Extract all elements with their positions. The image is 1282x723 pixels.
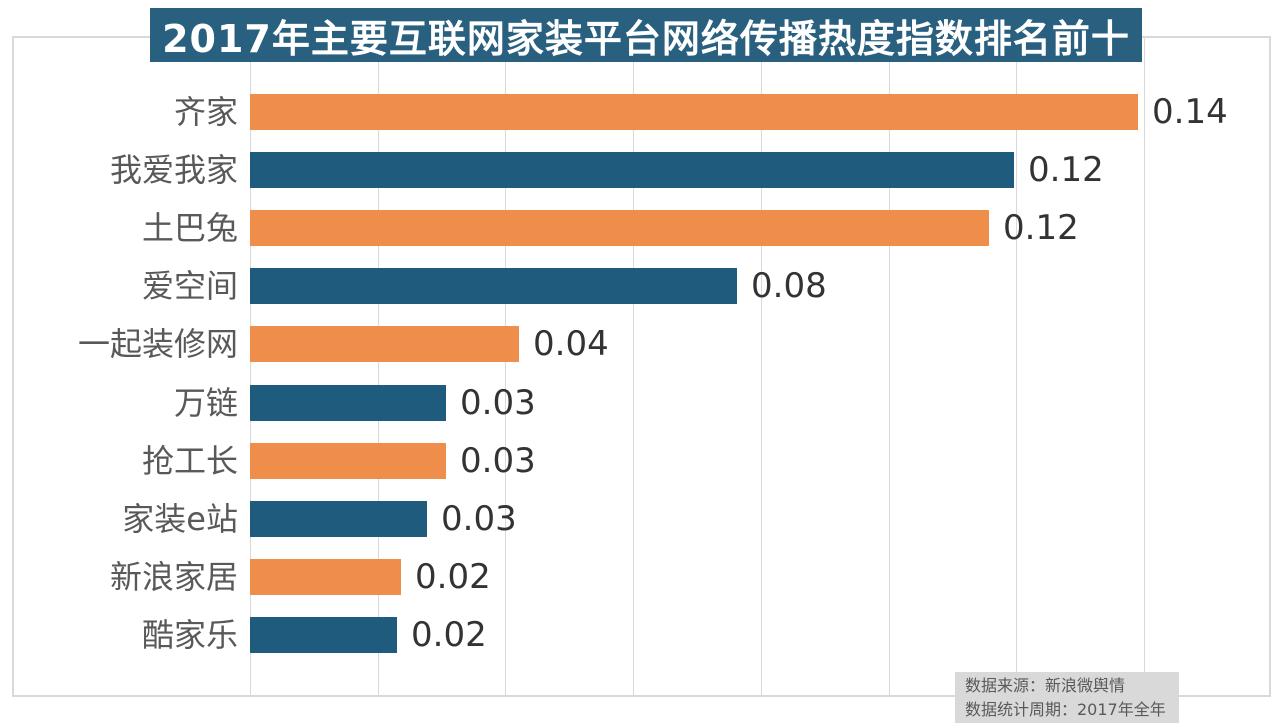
category-label: 家装e站 bbox=[122, 499, 238, 538]
value-label: 0.12 bbox=[1028, 150, 1104, 191]
gridline bbox=[1016, 36, 1018, 695]
bar bbox=[250, 616, 397, 653]
bar bbox=[250, 94, 1138, 130]
bar bbox=[250, 152, 1014, 189]
category-label: 万链 bbox=[173, 383, 238, 422]
value-label: 0.02 bbox=[415, 556, 491, 597]
chart-frame bbox=[12, 36, 1271, 697]
category-label: 爱空间 bbox=[141, 267, 238, 306]
category-label: 齐家 bbox=[173, 93, 238, 131]
category-label: 土巴兔 bbox=[141, 209, 238, 248]
category-label: 一起装修网 bbox=[77, 325, 238, 364]
bar bbox=[250, 210, 989, 247]
gridline bbox=[633, 36, 635, 695]
value-label: 0.03 bbox=[460, 440, 536, 481]
category-label: 我爱我家 bbox=[109, 151, 238, 190]
value-label: 0.08 bbox=[751, 266, 827, 307]
category-label: 酷家乐 bbox=[141, 615, 238, 654]
bar bbox=[250, 442, 446, 479]
bar bbox=[250, 326, 519, 363]
bar bbox=[250, 500, 427, 537]
value-label: 0.03 bbox=[441, 498, 517, 539]
category-label: 新浪家居 bbox=[109, 557, 238, 596]
value-label: 0.12 bbox=[1003, 208, 1079, 249]
gridline bbox=[377, 36, 379, 695]
value-label: 0.14 bbox=[1152, 92, 1228, 132]
gridline bbox=[1143, 36, 1145, 695]
category-label: 抢工长 bbox=[141, 441, 238, 480]
period-line: 数据统计周期：2017年全年 bbox=[965, 700, 1166, 719]
gridline bbox=[250, 36, 251, 695]
gridline bbox=[760, 36, 762, 695]
value-label: 0.02 bbox=[411, 614, 487, 655]
bar bbox=[250, 268, 737, 305]
chart-title: 2017年主要互联网家装平台网络传播热度指数排名前十 bbox=[150, 8, 1142, 62]
value-label: 0.03 bbox=[460, 382, 536, 423]
bar bbox=[250, 384, 446, 421]
gridline bbox=[888, 36, 890, 695]
value-label: 0.04 bbox=[533, 324, 609, 365]
bar bbox=[250, 558, 401, 595]
source-line: 数据来源：新浪微舆情 bbox=[965, 676, 1126, 695]
gridline bbox=[505, 36, 507, 695]
source-note: 数据来源：新浪微舆情 数据统计周期：2017年全年 bbox=[955, 672, 1179, 723]
